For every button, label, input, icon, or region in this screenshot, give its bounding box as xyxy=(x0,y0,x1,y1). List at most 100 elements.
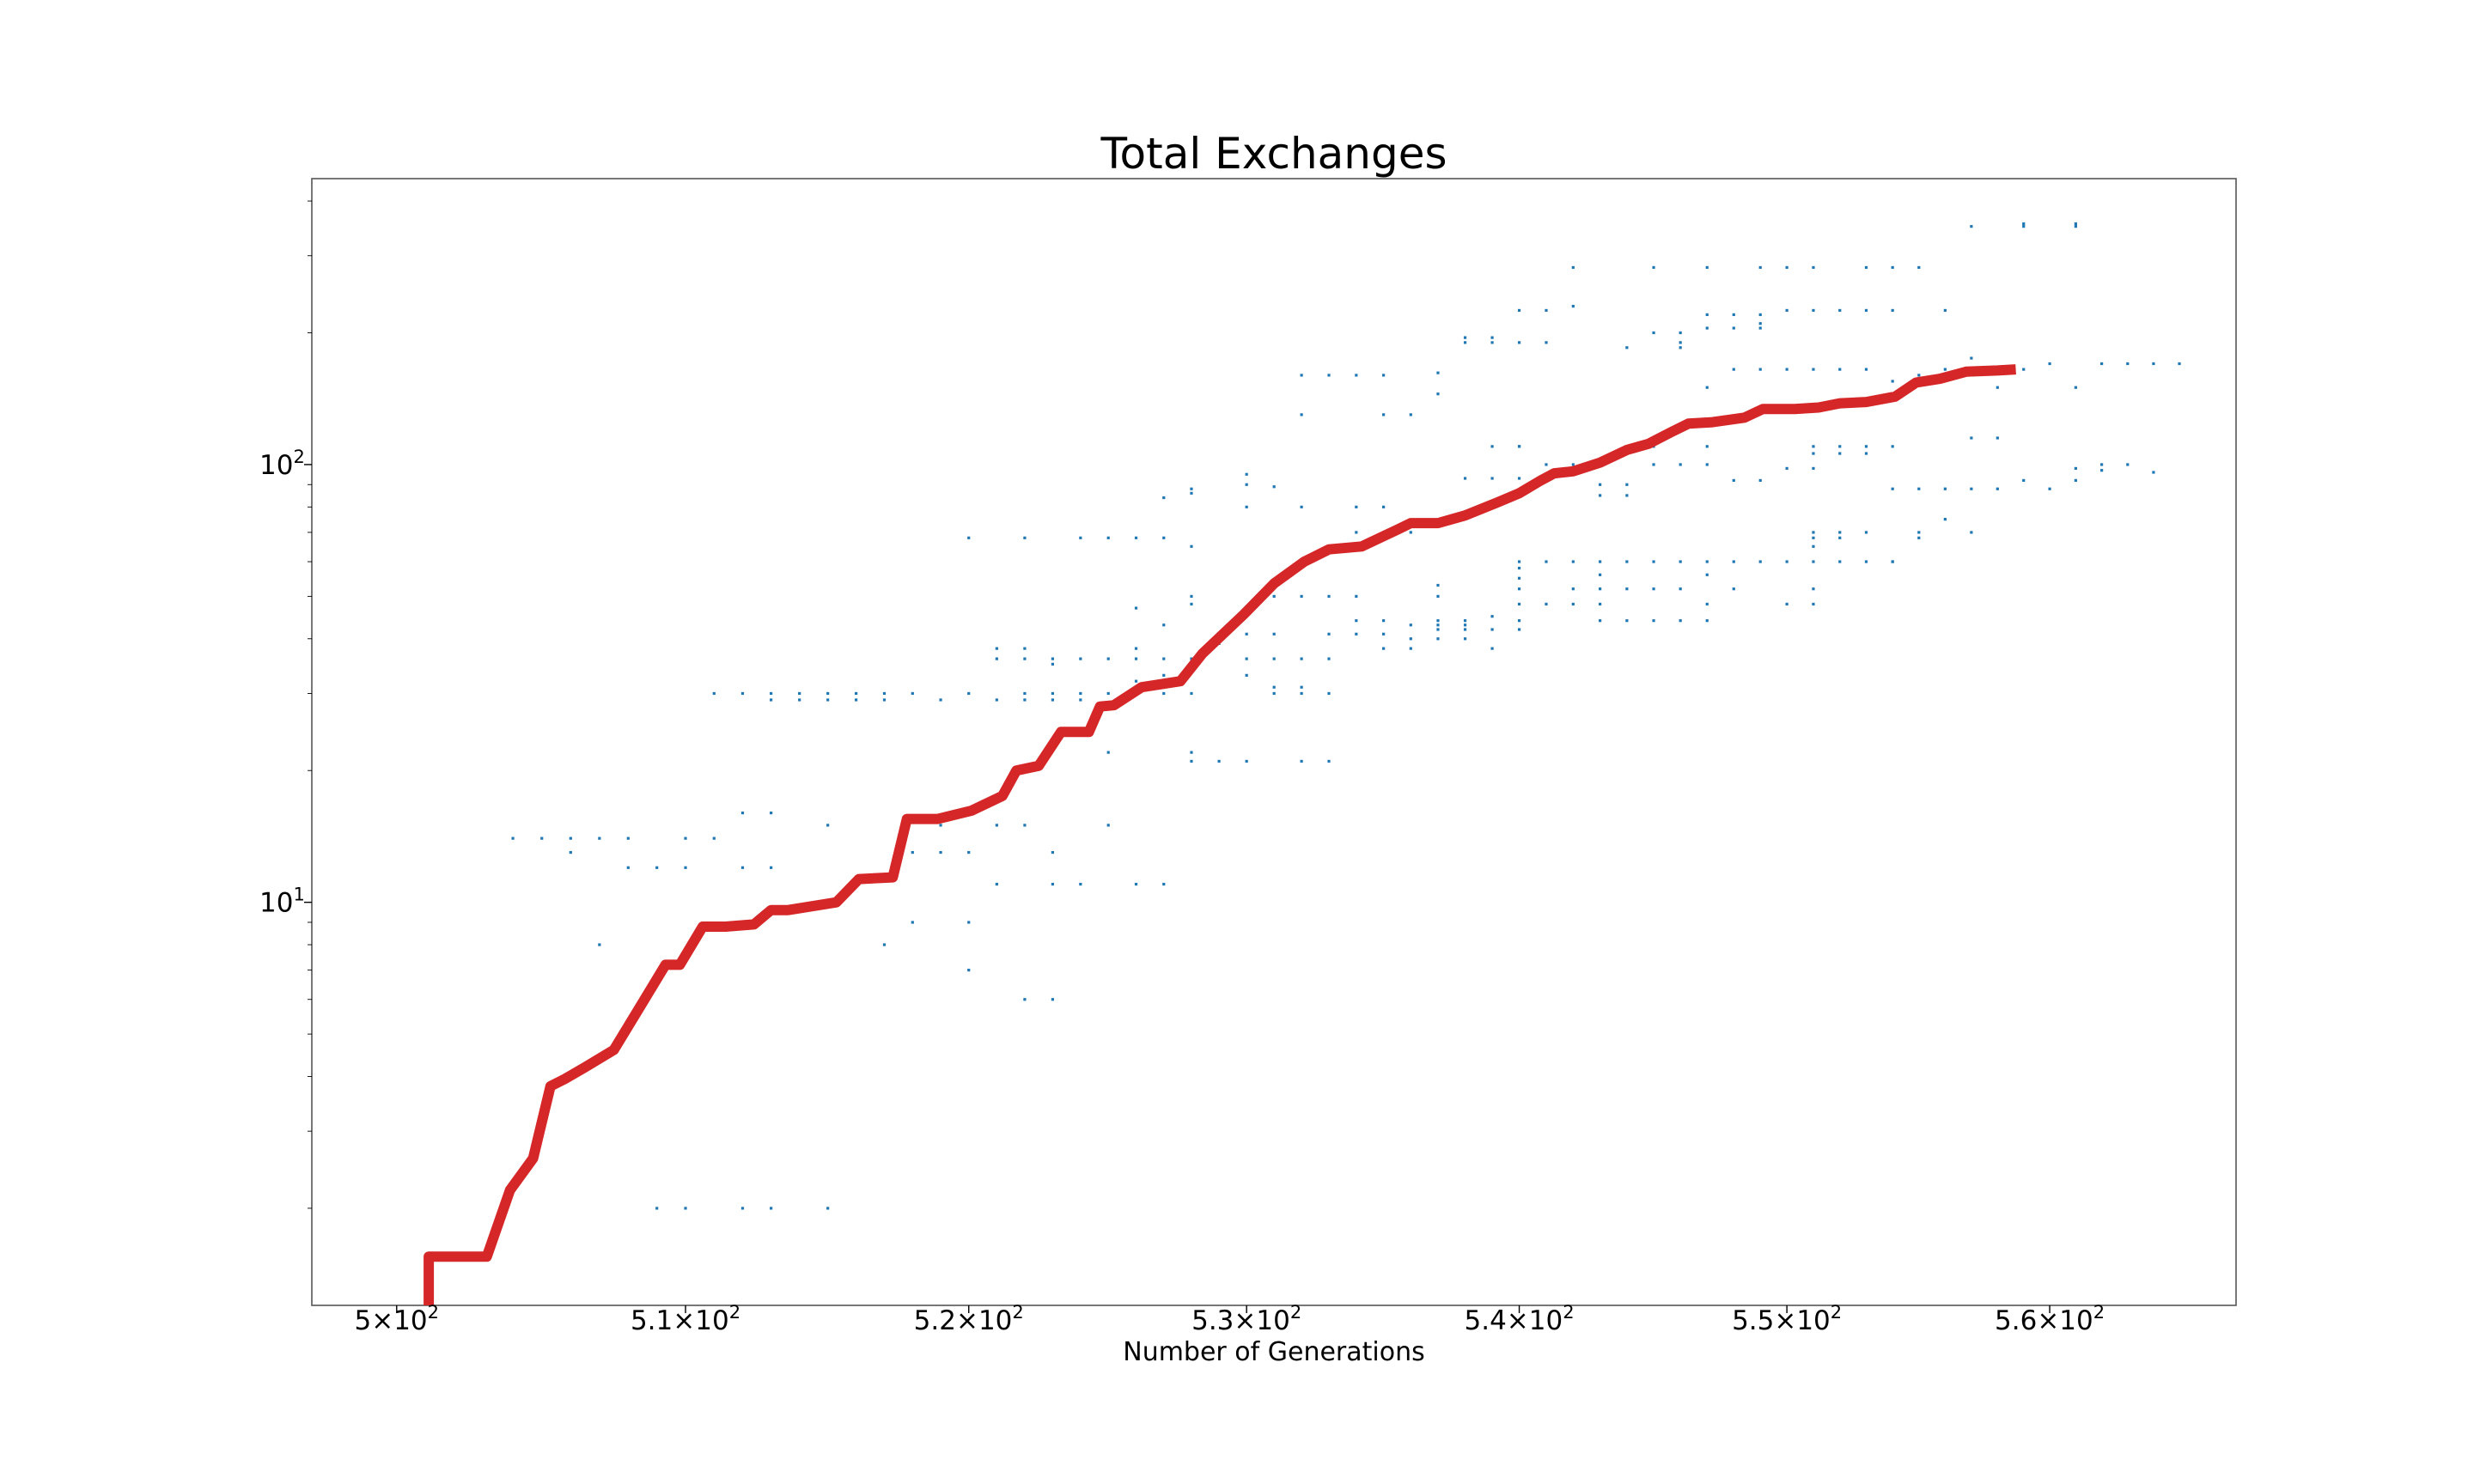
scatter-point-276 xyxy=(1838,368,1842,371)
scatter-point-266 xyxy=(1864,265,1868,270)
scatter-point-125 xyxy=(1245,472,1248,476)
scatter-point-290 xyxy=(1943,518,1947,521)
scatter-point-315 xyxy=(2100,463,2104,466)
scatter-point-33 xyxy=(798,691,801,696)
scatter-point-311 xyxy=(2048,487,2051,490)
trend-line xyxy=(424,364,2016,1305)
scatter-point-54 xyxy=(1106,751,1110,754)
scatter-point-129 xyxy=(1300,374,1303,377)
scatter-point-172 xyxy=(1545,308,1548,313)
scatter-point-122 xyxy=(1272,594,1276,598)
scatter-point-19 xyxy=(967,921,971,924)
scatter-point-147 xyxy=(1436,619,1440,623)
scatter-point-206 xyxy=(1705,573,1709,576)
scatter-point-23 xyxy=(655,1207,659,1210)
scatter-point-41 xyxy=(939,698,942,702)
scatter-point-274 xyxy=(1785,368,1788,371)
scatter-point-253 xyxy=(1705,313,1709,317)
scatter-point-79 xyxy=(1051,691,1055,696)
scatter-point-200 xyxy=(1652,560,1655,563)
x-tick-label-0: 5×102 xyxy=(355,1302,440,1336)
scatter-point-244 xyxy=(1943,487,1947,490)
scatter-point-55 xyxy=(1134,882,1138,886)
scatter-point-191 xyxy=(1599,602,1602,606)
scatter-point-284 xyxy=(1838,536,1842,539)
x-tick-label-1: 5.1×102 xyxy=(631,1302,740,1336)
scatter-point-301 xyxy=(2022,368,2026,371)
scatter-point-235 xyxy=(1812,452,1815,455)
scatter-point-97 xyxy=(1190,751,1193,754)
scatter-point-176 xyxy=(1705,265,1709,270)
scatter-point-30 xyxy=(770,691,773,696)
scatter-point-130 xyxy=(1327,374,1331,377)
scatter-point-6 xyxy=(626,866,630,869)
scatter-point-94 xyxy=(1134,679,1138,683)
scatter-point-213 xyxy=(1812,602,1815,606)
scatter-point-201 xyxy=(1679,619,1682,623)
scatter-point-107 xyxy=(1272,632,1276,636)
scatter-point-75 xyxy=(995,698,998,702)
scatter-point-182 xyxy=(1517,576,1521,580)
scatter-point-245 xyxy=(1970,487,1973,490)
scatter-point-106 xyxy=(1272,657,1276,660)
scatter-point-133 xyxy=(1382,505,1386,508)
scatter-point-101 xyxy=(1327,759,1331,763)
scatter-point-189 xyxy=(1571,560,1575,563)
scatter-point-308 xyxy=(1970,436,1973,440)
scatter-point-81 xyxy=(1079,698,1082,702)
scatter-point-222 xyxy=(1599,483,1602,486)
scatter-point-152 xyxy=(1463,619,1467,623)
x-tick-label-3: 5.3×102 xyxy=(1191,1302,1301,1336)
scatter-point-317 xyxy=(2152,471,2155,474)
scatter-point-52 xyxy=(1051,850,1055,855)
scatter-point-153 xyxy=(1490,615,1494,618)
scatter-point-108 xyxy=(1300,657,1303,660)
scatter-point-175 xyxy=(1652,265,1655,270)
scatter-point-220 xyxy=(1571,463,1575,466)
scatter-point-11 xyxy=(740,866,745,869)
scatter-point-233 xyxy=(1785,466,1788,471)
scatter-point-237 xyxy=(1838,452,1842,455)
scatter-point-58 xyxy=(1023,536,1027,539)
scatter-point-246 xyxy=(1996,487,1999,490)
x-axis-label: Number of Generations xyxy=(1123,1337,1425,1367)
scatter-point-166 xyxy=(1490,445,1494,448)
scatter-point-119 xyxy=(1382,619,1386,623)
scatter-point-223 xyxy=(1599,494,1602,497)
scatter-point-42 xyxy=(967,691,971,696)
scatter-point-4 xyxy=(598,836,601,840)
scatter-point-136 xyxy=(1409,413,1412,417)
scatter-point-114 xyxy=(1300,685,1303,689)
scatter-point-3 xyxy=(569,850,572,855)
scatter-point-217 xyxy=(1864,560,1868,563)
scatter-point-157 xyxy=(1436,583,1440,587)
scatter-point-171 xyxy=(1545,341,1548,344)
scatter-point-100 xyxy=(1300,759,1303,763)
scatter-point-214 xyxy=(1812,560,1815,563)
scatter-point-1 xyxy=(540,836,544,840)
scatter-point-80 xyxy=(1079,691,1082,696)
scatter-point-208 xyxy=(1732,587,1735,591)
scatter-point-165 xyxy=(1490,477,1494,480)
scatter-point-174 xyxy=(1571,265,1575,270)
scatter-point-211 xyxy=(1785,560,1788,563)
scatter-point-66 xyxy=(1190,487,1193,490)
scatter-point-160 xyxy=(1463,341,1467,344)
scatter-point-260 xyxy=(1785,265,1788,270)
scatter-point-306 xyxy=(2152,362,2155,366)
scatter-point-37 xyxy=(855,691,858,696)
scatter-point-90 xyxy=(1190,602,1193,606)
scatter-point-279 xyxy=(1917,374,1921,377)
scatter-point-15 xyxy=(826,824,830,827)
scatter-point-173 xyxy=(1571,304,1575,308)
trend-layer xyxy=(424,364,2016,1305)
scatter-point-232 xyxy=(1758,478,1762,483)
scatter-point-78 xyxy=(1051,698,1055,702)
scatter-point-142 xyxy=(1409,647,1412,650)
scatter-point-183 xyxy=(1517,566,1521,570)
chart-title: Total Exchanges xyxy=(1100,129,1447,179)
scatter-point-198 xyxy=(1652,619,1655,623)
scatter-point-141 xyxy=(1382,647,1386,650)
scatter-point-127 xyxy=(1272,485,1276,489)
scatter-point-304 xyxy=(2100,362,2104,366)
